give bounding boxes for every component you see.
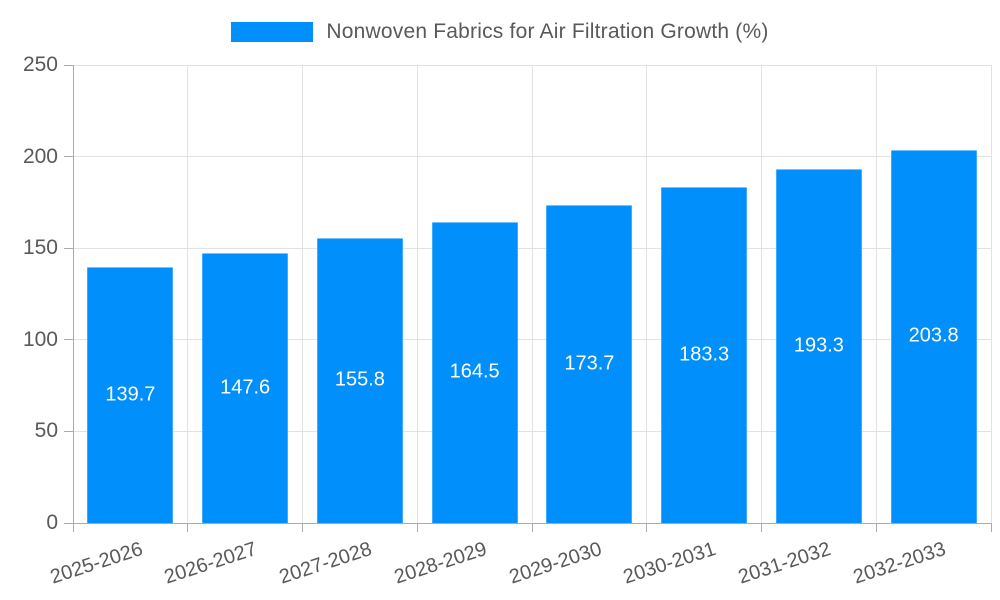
gridline-vertical [875,65,877,523]
x-axis-tick-label: 2030-2031 [621,538,719,589]
x-axis-tick [302,523,303,532]
bar[interactable] [661,187,748,523]
x-axis-tick-label: 2026-2027 [162,538,260,589]
bar[interactable] [775,168,862,523]
x-axis-tick [531,523,533,532]
bar-value-label: 193.3 [793,334,844,357]
y-axis-line [72,65,74,524]
y-axis-tick-label: 0 [46,511,58,534]
x-axis-tick-label: 2029-2030 [506,538,605,589]
y-axis-tick [64,64,73,66]
y-axis-tick [64,522,73,524]
x-axis-tick [416,523,418,532]
bar-value-label: 164.5 [449,360,500,383]
bar-value-label: 203.8 [908,324,959,347]
gridline-vertical [302,65,303,523]
y-axis-tick-label: 250 [22,53,58,76]
gridline-vertical [761,65,762,523]
bar-value-label: 139.7 [105,383,156,406]
x-axis-tick-label: 2025-2026 [47,538,146,589]
bar[interactable] [546,204,633,523]
bar-value-label: 147.6 [220,376,271,399]
x-axis-tick-label: 2031-2032 [735,538,834,589]
x-axis-tick-label: 2028-2029 [391,538,490,589]
bar-value-label: 183.3 [679,343,730,366]
y-axis-tick-label: 100 [22,327,58,351]
x-axis-tick [187,523,189,532]
x-axis-line [73,522,991,524]
bar[interactable] [87,267,174,523]
x-axis-tick [72,523,74,532]
y-axis-tick-label: 150 [22,236,58,260]
chart-legend[interactable]: Nonwoven Fabrics for Air Filtration Grow… [0,14,1000,50]
legend-swatch-icon [231,22,314,42]
y-axis-tick [64,430,73,432]
x-axis-tick [875,523,877,532]
bar-value-label: 155.8 [334,368,385,391]
gridline-vertical [990,65,992,523]
x-axis-tick-label: 2027-2028 [276,538,375,589]
gridline-vertical [646,65,648,523]
y-axis-tick-label: 50 [34,419,58,443]
x-axis-tick [990,523,992,532]
bar[interactable] [316,237,403,523]
bar[interactable] [431,221,518,523]
y-axis-tick [64,247,73,249]
gridline-vertical [187,65,189,523]
y-axis-tick [64,339,73,341]
bar[interactable] [890,149,977,523]
bar-value-label: 173.7 [564,352,615,375]
y-axis-tick-label: 200 [22,144,58,168]
x-axis-tick-label: 2032-2033 [850,538,949,589]
bar[interactable] [202,252,289,523]
legend-label: Nonwoven Fabrics for Air Filtration Grow… [326,20,769,43]
x-axis-tick [761,523,762,532]
gridline-vertical [531,65,533,523]
gridline-vertical [416,65,418,523]
x-axis-tick [646,523,648,532]
y-axis-tick [64,156,73,158]
